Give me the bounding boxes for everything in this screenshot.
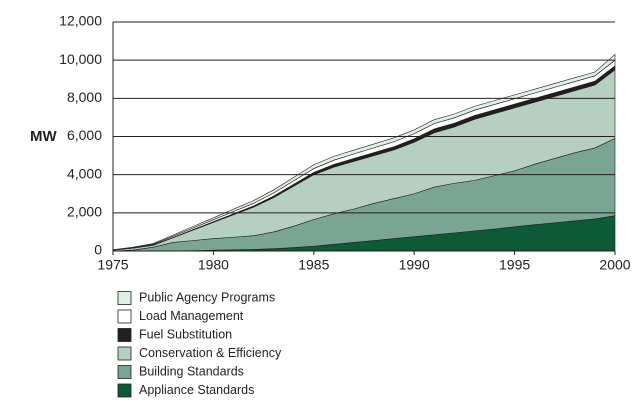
legend-swatch — [117, 309, 132, 324]
y-tick-label: 2,000 — [67, 204, 102, 220]
legend-swatch — [117, 365, 132, 379]
x-tick-label: 1985 — [298, 257, 329, 273]
y-tick-label: 8,000 — [67, 89, 102, 105]
legend-swatch — [117, 291, 132, 305]
legend-swatch — [117, 346, 132, 361]
y-axis-label: MW — [30, 128, 57, 145]
legend-label: Fuel Substitution — [139, 327, 232, 341]
x-tick-label: 1995 — [499, 257, 530, 273]
legend-label: Appliance Standards — [139, 383, 254, 397]
legend-swatch — [117, 383, 132, 398]
legend-label: Load Management — [139, 309, 244, 323]
x-tick-label: 1980 — [198, 257, 229, 273]
x-tick-label: 1975 — [97, 257, 128, 273]
y-tick-label: 6,000 — [67, 127, 102, 143]
y-tick-label: 12,000 — [59, 13, 102, 29]
x-tick-label: 2000 — [599, 257, 630, 273]
y-tick-label: 10,000 — [59, 51, 102, 67]
legend-label: Conservation & Efficiency — [139, 346, 282, 360]
legend-label: Building Standards — [139, 364, 244, 378]
y-tick-label: 0 — [94, 242, 102, 258]
x-tick-label: 1990 — [399, 257, 430, 273]
legend-label: Public Agency Programs — [139, 290, 275, 304]
legend-swatch — [117, 328, 132, 342]
y-tick-label: 4,000 — [67, 165, 102, 181]
